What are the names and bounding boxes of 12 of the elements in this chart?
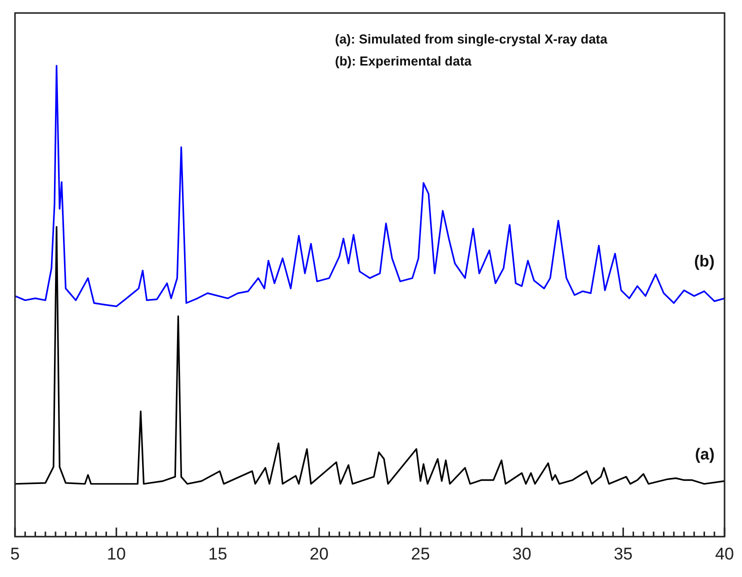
text: (a): Simulated from single-crystal X-ray data	[335, 32, 608, 47]
x-tick-label: 10	[106, 544, 126, 564]
x-tick-label: 20	[310, 544, 329, 564]
x-tick-label: 40	[715, 544, 734, 564]
x-tick-label: 25	[410, 544, 430, 564]
x-tick-label: 5	[10, 544, 20, 564]
x-tick-label: 30	[512, 544, 532, 564]
x-tick-label: 35	[614, 544, 633, 564]
annotation: (b): Experimental data	[335, 54, 472, 69]
series-label: (b)	[694, 254, 715, 271]
x-tick-label: 15	[208, 544, 228, 564]
series-label: (a)	[694, 446, 715, 464]
